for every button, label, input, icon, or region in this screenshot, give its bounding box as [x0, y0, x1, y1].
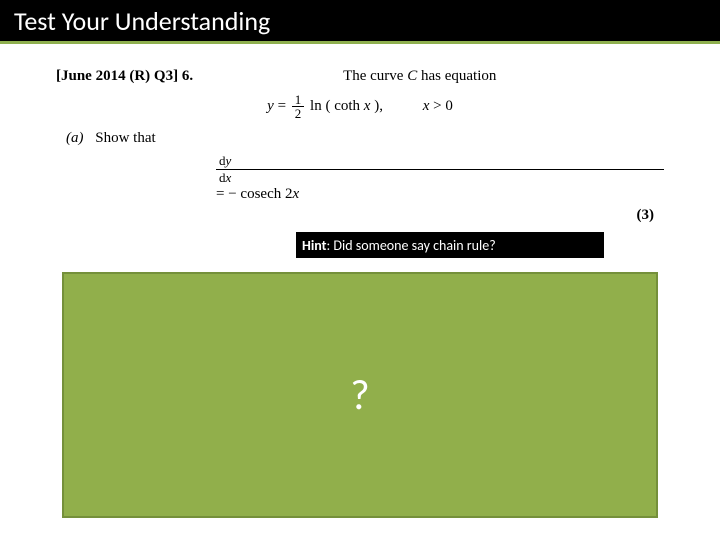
hint-box[interactable]: Hint: Did someone say chain rule?: [296, 232, 604, 258]
marks: (3): [56, 207, 664, 224]
deriv-fraction: dy dx: [216, 153, 664, 186]
question-source: [June 2014 (R) Q3] 6.: [56, 68, 193, 85]
cond-rest: > 0: [429, 98, 452, 114]
eq-fraction: 1 2: [292, 93, 305, 120]
part-a: (a) Show that: [66, 130, 664, 147]
dy: dy: [216, 153, 664, 170]
answer-reveal-box[interactable]: ?: [62, 272, 658, 518]
rhs-text: = − cosech 2: [216, 186, 292, 202]
header-bar: Test Your Understanding: [0, 0, 720, 44]
intro-var: C: [407, 68, 417, 84]
dx: dx: [216, 170, 664, 186]
rhs-x: x: [292, 186, 299, 202]
question-area: [June 2014 (R) Q3] 6. The curve C has eq…: [0, 44, 720, 224]
eq-close: ),: [370, 98, 383, 114]
eq-equals: =: [278, 98, 290, 114]
eq-lhs: y: [267, 98, 274, 114]
frac-num: 1: [292, 93, 305, 107]
answer-placeholder: ?: [350, 370, 369, 421]
hint-text: : Did someone say chain rule?: [327, 237, 496, 254]
question-intro: The curve C has equation: [343, 68, 496, 85]
show-equation: dy dx = − cosech 2x: [216, 153, 664, 203]
hint-label: Hint: [302, 237, 327, 254]
question-line-1: [June 2014 (R) Q3] 6. The curve C has eq…: [56, 68, 664, 85]
equation-line: y = 1 2 ln ( coth x ), x > 0: [56, 93, 664, 120]
frac-den: 2: [292, 107, 305, 120]
intro-post: has equation: [417, 68, 496, 84]
page-title: Test Your Understanding: [14, 5, 270, 37]
eq-ln: ln ( coth: [310, 98, 364, 114]
part-text: Show that: [95, 130, 155, 146]
eq-condition: x > 0: [423, 98, 453, 114]
part-label: (a): [66, 130, 84, 146]
intro-pre: The curve: [343, 68, 407, 84]
